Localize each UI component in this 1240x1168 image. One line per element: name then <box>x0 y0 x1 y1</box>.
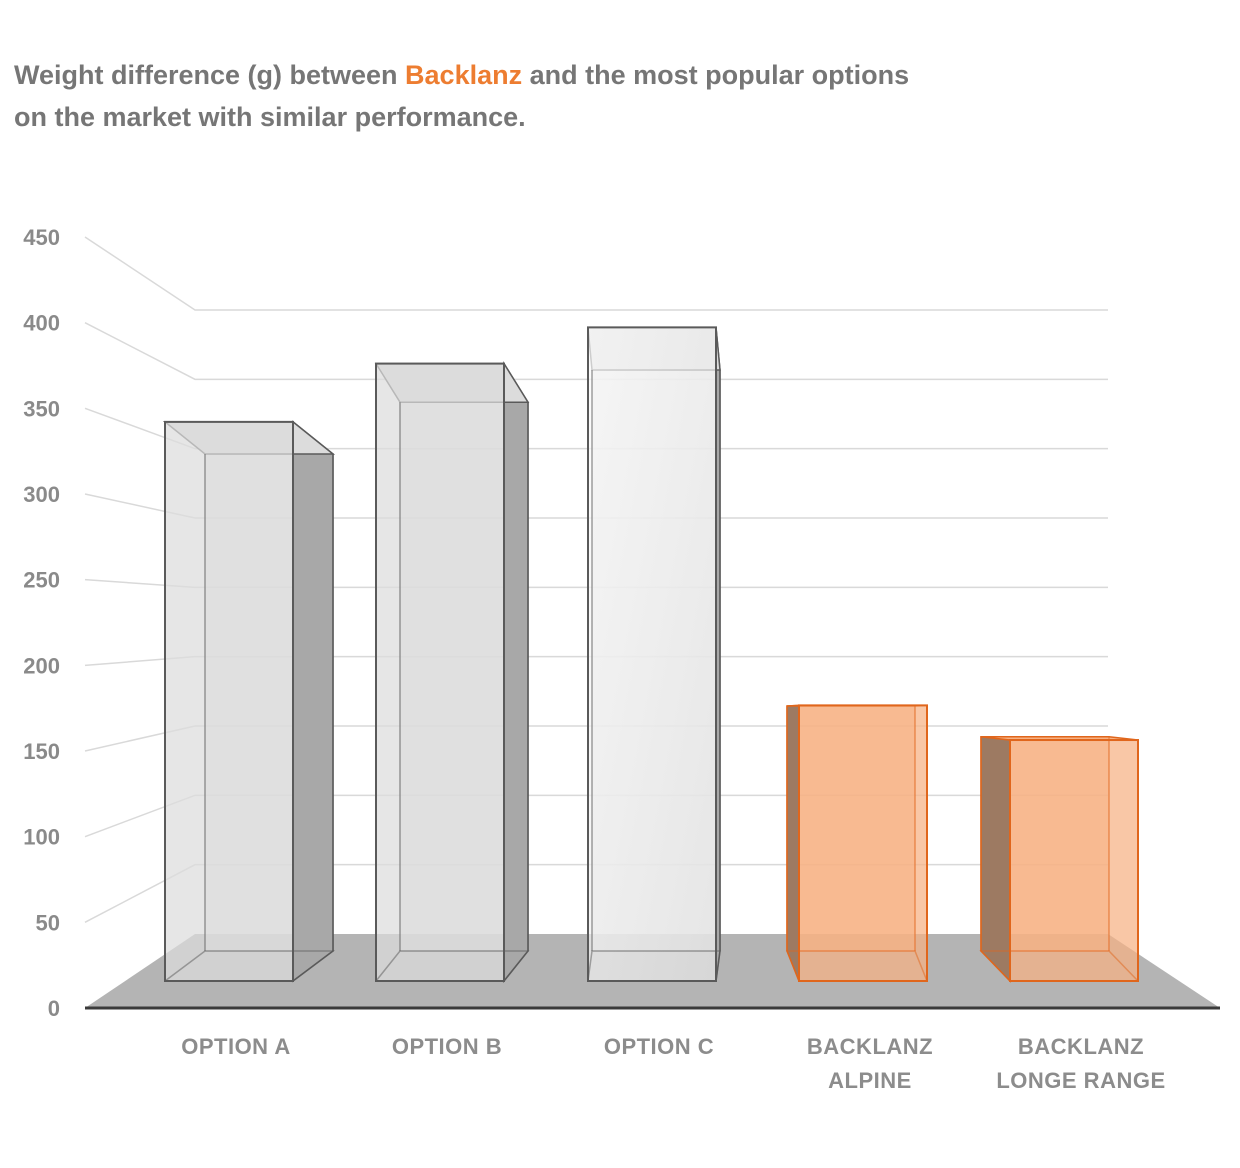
bar-side-face <box>786 704 800 982</box>
x-tick-label: BACKLANZ <box>1018 1034 1144 1059</box>
y-tick-label: 250 <box>23 568 60 593</box>
x-tick-label: LONGE RANGE <box>996 1068 1165 1093</box>
y-tick-label: 400 <box>23 311 60 336</box>
y-tick-label: 200 <box>23 653 60 678</box>
bar <box>979 735 1139 983</box>
y-tick-label: 50 <box>36 910 60 935</box>
bar <box>785 704 928 982</box>
bar-front-face <box>798 704 928 982</box>
bar-side-face <box>292 420 334 983</box>
bar-base-edges <box>785 950 928 982</box>
gridline <box>84 236 1108 311</box>
x-tick-label: OPTION B <box>392 1034 502 1059</box>
gridline <box>84 321 1108 381</box>
x-tick-label: OPTION C <box>604 1034 714 1059</box>
y-tick-label: 350 <box>23 396 60 421</box>
x-tick-label: BACKLANZ <box>807 1034 933 1059</box>
x-tick-label: OPTION A <box>181 1034 291 1059</box>
bar <box>587 326 721 982</box>
title-line2: on the market with similar performance. <box>14 102 526 132</box>
y-tick-label: 100 <box>23 825 60 850</box>
bar-base-edges <box>375 950 530 982</box>
y-tick-label: 150 <box>23 739 60 764</box>
y-tick-label: 300 <box>23 482 60 507</box>
bars <box>162 326 1139 984</box>
bar-front-face <box>164 420 294 982</box>
bar <box>374 360 530 984</box>
title-part2: and the most popular options <box>522 60 910 90</box>
y-tick-label: 450 <box>23 225 60 250</box>
bar-front-face <box>375 362 505 983</box>
title-brand: Backlanz <box>405 60 523 90</box>
bar-base-edges <box>979 950 1139 982</box>
bar-side-face <box>503 360 529 984</box>
y-tick-label: 0 <box>48 996 60 1021</box>
bar-base-edges <box>164 950 336 982</box>
bar <box>162 420 336 983</box>
bar-side-face <box>980 735 1011 983</box>
bar-front-face <box>1009 739 1139 983</box>
bar-front-face <box>587 326 717 982</box>
chart-title: Weight difference (g) between Backlanz a… <box>14 54 1114 138</box>
axes: 0 50 100 150 200 250 300 350 400 450 OPTION A OPTIO… <box>23 225 1220 1093</box>
title-part1: Weight difference (g) between <box>14 60 406 90</box>
bar-base-edges <box>587 950 721 982</box>
x-tick-label: ALPINE <box>828 1068 912 1093</box>
